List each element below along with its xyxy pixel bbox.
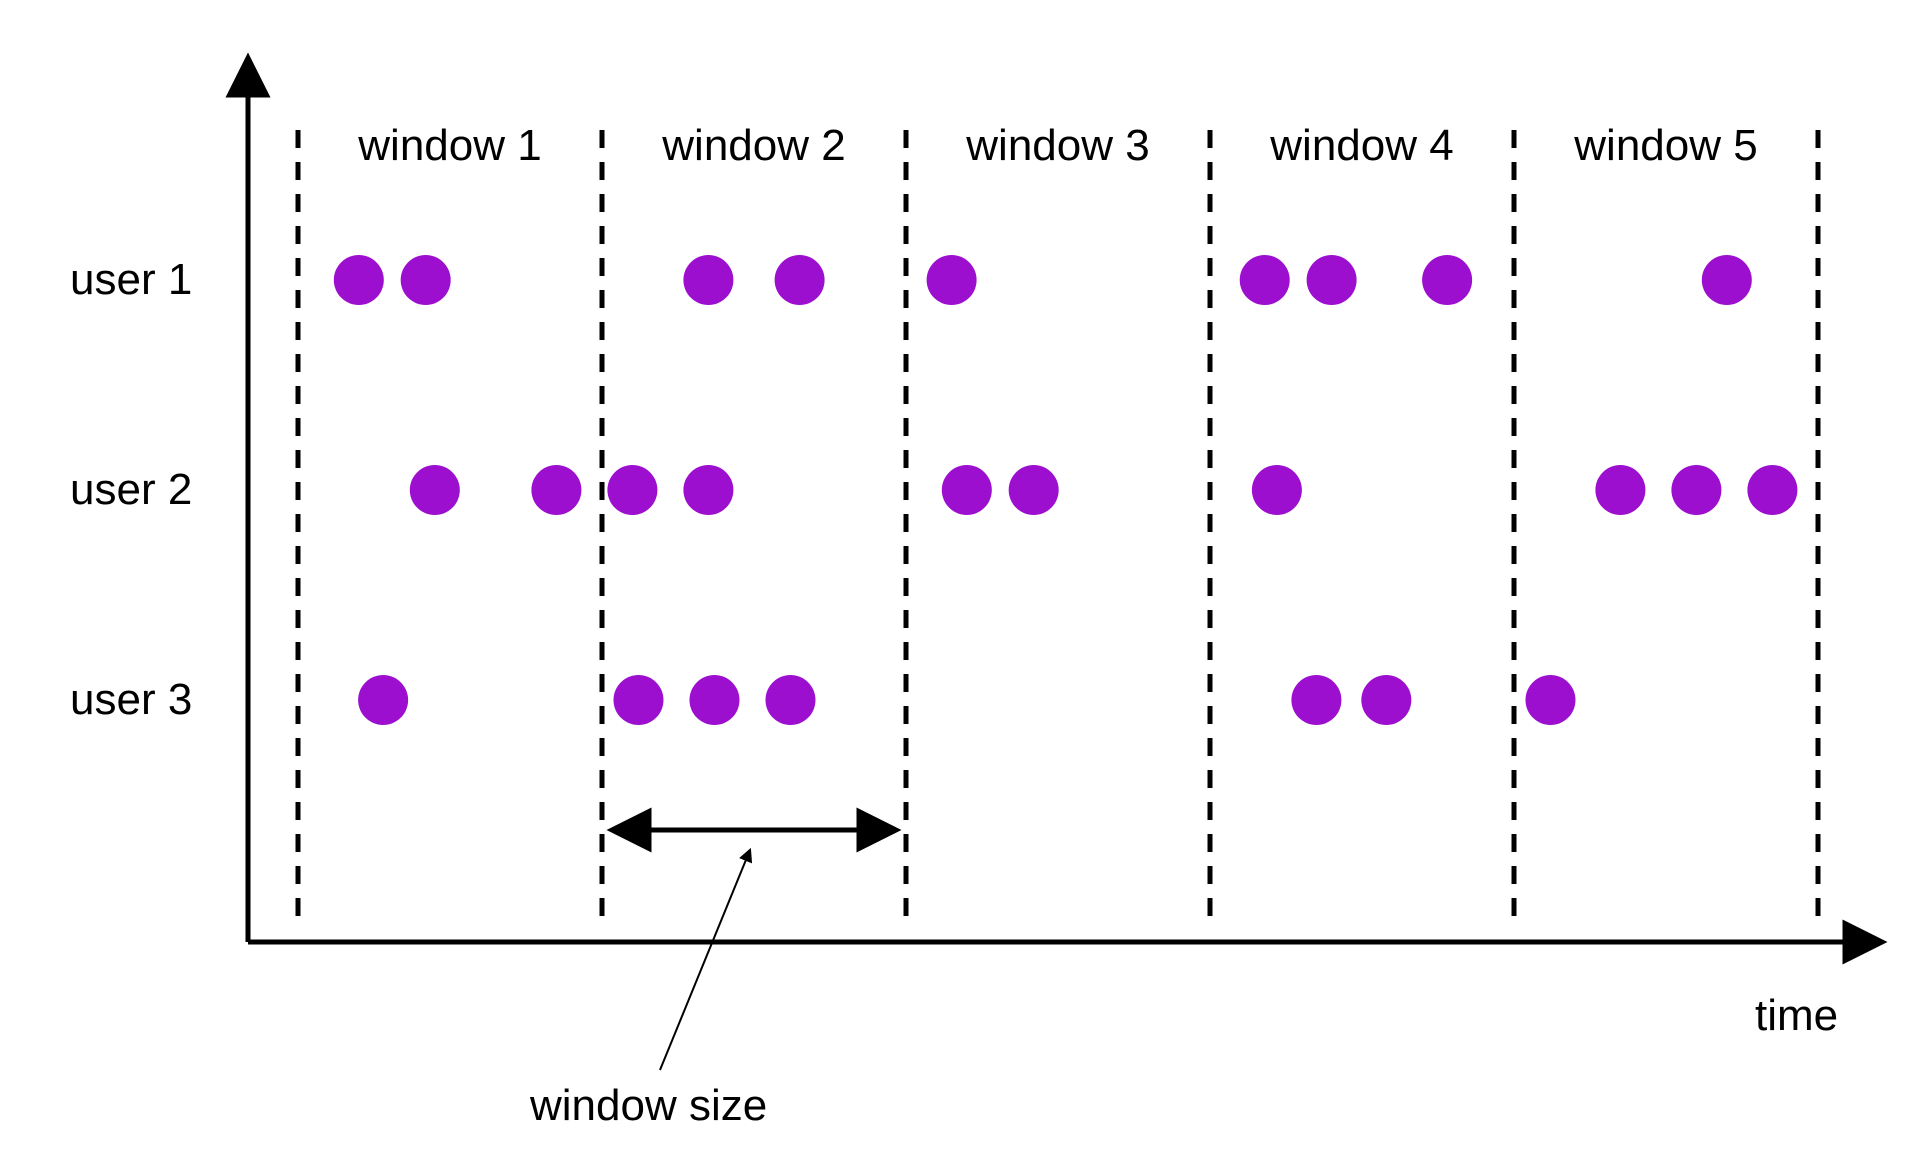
- event-dot: [775, 255, 825, 305]
- event-dot: [689, 675, 739, 725]
- event-dot: [607, 465, 657, 515]
- x-axis-label: time: [1755, 991, 1838, 1040]
- event-dot: [683, 255, 733, 305]
- window-label: window 5: [1573, 121, 1757, 170]
- event-dot: [942, 465, 992, 515]
- event-dot: [1671, 465, 1721, 515]
- event-dot: [1307, 255, 1357, 305]
- event-dot: [765, 675, 815, 725]
- event-dot: [1291, 675, 1341, 725]
- event-dot: [1361, 675, 1411, 725]
- event-dot: [531, 465, 581, 515]
- row-label: user 1: [70, 255, 192, 304]
- windowing-diagram: time window 1 window 2 window 3 window 4 wind…: [0, 0, 1920, 1173]
- window-label: window 3: [965, 121, 1149, 170]
- event-dot: [1422, 255, 1472, 305]
- event-dot: [1702, 255, 1752, 305]
- event-dot: [1525, 675, 1575, 725]
- window-size-pointer: [660, 850, 750, 1070]
- window-label: window 1: [357, 121, 541, 170]
- event-dot: [1595, 465, 1645, 515]
- event-dot: [1240, 255, 1290, 305]
- row-label: user 3: [70, 675, 192, 724]
- event-dot: [334, 255, 384, 305]
- event-dot: [1252, 465, 1302, 515]
- event-dot: [927, 255, 977, 305]
- event-dot: [1747, 465, 1797, 515]
- event-dot: [410, 465, 460, 515]
- event-dot: [683, 465, 733, 515]
- event-dot: [401, 255, 451, 305]
- row-label: user 2: [70, 465, 192, 514]
- event-dot: [1009, 465, 1059, 515]
- window-label: window 2: [661, 121, 845, 170]
- window-size-label: window size: [529, 1081, 767, 1130]
- event-dot: [358, 675, 408, 725]
- event-dot: [613, 675, 663, 725]
- window-label: window 4: [1269, 121, 1453, 170]
